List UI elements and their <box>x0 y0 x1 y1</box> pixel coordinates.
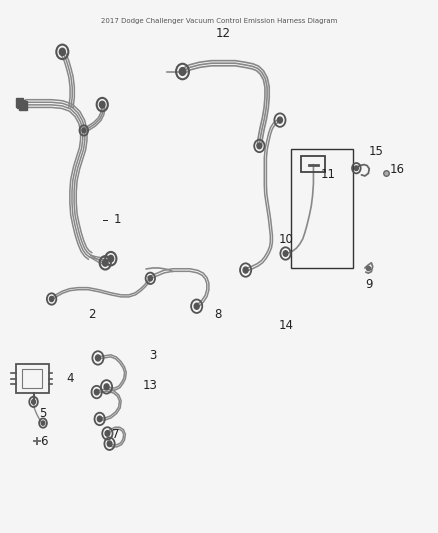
Text: 2: 2 <box>88 308 96 321</box>
Circle shape <box>95 355 100 361</box>
Text: 2017 Dodge Challenger Vacuum Control Emission Harness Diagram: 2017 Dodge Challenger Vacuum Control Emi… <box>101 18 337 25</box>
Text: 9: 9 <box>365 278 372 291</box>
Circle shape <box>257 143 261 149</box>
Circle shape <box>243 267 248 273</box>
Text: 16: 16 <box>390 163 405 176</box>
Text: 6: 6 <box>40 435 47 448</box>
Circle shape <box>102 260 108 266</box>
Circle shape <box>94 389 99 395</box>
Text: 10: 10 <box>279 232 294 246</box>
Circle shape <box>179 68 186 75</box>
Circle shape <box>277 117 283 123</box>
Circle shape <box>108 255 113 262</box>
Text: 5: 5 <box>39 407 46 420</box>
Circle shape <box>104 384 109 390</box>
Circle shape <box>194 303 199 309</box>
Text: 14: 14 <box>279 319 294 333</box>
Text: 7: 7 <box>112 428 119 441</box>
Bar <box>301 156 325 172</box>
Circle shape <box>49 296 54 302</box>
Circle shape <box>283 251 288 256</box>
Text: 1: 1 <box>114 213 121 227</box>
Bar <box>19 101 27 110</box>
Text: 13: 13 <box>143 379 158 392</box>
Bar <box>291 149 353 268</box>
Circle shape <box>82 128 86 133</box>
Bar <box>17 100 25 108</box>
Circle shape <box>32 400 35 404</box>
Bar <box>21 369 42 388</box>
Circle shape <box>107 441 112 447</box>
Circle shape <box>59 49 65 55</box>
Text: 11: 11 <box>321 168 336 181</box>
Text: 3: 3 <box>149 349 156 362</box>
Circle shape <box>99 101 105 108</box>
Text: 12: 12 <box>216 28 231 41</box>
Bar <box>16 364 49 393</box>
Circle shape <box>41 421 45 425</box>
Text: 15: 15 <box>368 145 383 158</box>
Circle shape <box>97 416 102 422</box>
Bar <box>16 99 24 107</box>
Text: 8: 8 <box>215 308 222 321</box>
Circle shape <box>148 276 152 281</box>
Circle shape <box>354 166 358 171</box>
Circle shape <box>105 431 110 436</box>
Text: 4: 4 <box>67 372 74 385</box>
